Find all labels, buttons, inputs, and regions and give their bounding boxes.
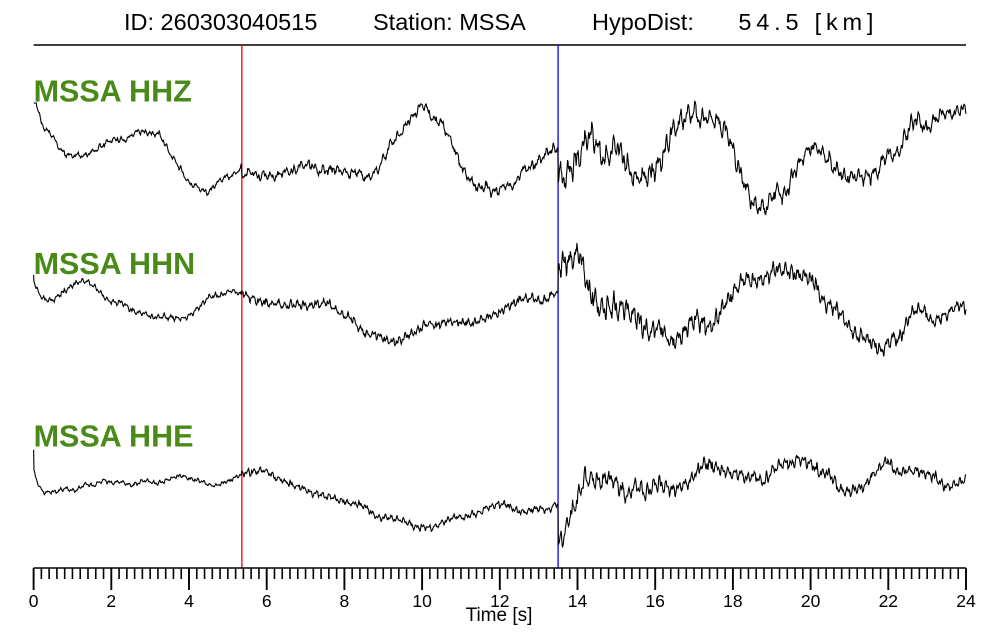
svg-text:18: 18 — [723, 591, 742, 611]
svg-text:4: 4 — [184, 591, 194, 611]
svg-text:2: 2 — [106, 591, 116, 611]
svg-text:ID: 260303040515 Station:: ID: 260303040515 Station: MSSA HypoDist:… — [124, 9, 873, 35]
svg-text:14: 14 — [568, 591, 588, 611]
svg-text:24: 24 — [956, 591, 976, 611]
svg-text:16: 16 — [645, 591, 664, 611]
svg-text:20: 20 — [801, 591, 821, 611]
svg-text:MSSA HHE: MSSA HHE — [34, 420, 194, 454]
svg-text:MSSA HHZ: MSSA HHZ — [34, 75, 192, 109]
svg-text:MSSA HHN: MSSA HHN — [34, 247, 196, 281]
svg-text:22: 22 — [879, 591, 898, 611]
svg-text:8: 8 — [340, 591, 350, 611]
svg-text:6: 6 — [262, 591, 272, 611]
svg-text:10: 10 — [412, 591, 432, 611]
svg-text:Time [s]: Time [s] — [466, 605, 533, 626]
svg-text:0: 0 — [29, 591, 39, 611]
